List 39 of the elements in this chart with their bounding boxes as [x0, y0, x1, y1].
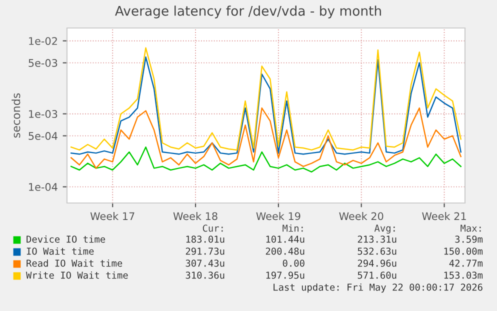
y-axis-title: seconds: [12, 93, 20, 138]
x-tick-label: Week 18: [173, 212, 218, 220]
text: 307.43u: [186, 260, 224, 267]
y-tick-label: 5e-03: [28, 59, 58, 67]
text: 532.63u: [358, 248, 396, 255]
text: 183.01u: [186, 236, 224, 243]
text: 3.59m: [455, 236, 483, 243]
legend-label: Write IO Wait time: [26, 271, 128, 279]
x-tick-label: Week 20: [339, 212, 384, 220]
text: 200.48u: [266, 248, 304, 255]
legend-label: Read IO Wait time: [26, 259, 122, 267]
text: 291.73u: [186, 248, 224, 255]
text: 42.77m: [449, 260, 483, 267]
x-tick-label: Week 21: [422, 212, 466, 220]
text: 150.00m: [444, 248, 483, 255]
legend-label: IO Wait time: [26, 247, 94, 255]
text: Cur:: [202, 224, 223, 232]
text: Min:: [282, 224, 303, 232]
x-tick-label: Week 17: [90, 212, 134, 220]
text: 0.00: [282, 260, 304, 267]
text: 101.44u: [266, 236, 304, 243]
y-tick-label: 1e-02: [29, 37, 57, 45]
text: 153.03m: [444, 272, 483, 279]
y-tick-label: 1e-03: [29, 110, 58, 118]
text: Avg:: [374, 224, 395, 234]
text: 213.31u: [358, 236, 396, 243]
text: 310.36u: [186, 272, 224, 279]
y-tick-label: 5e-04: [28, 132, 58, 140]
legend-label: Device IO time: [26, 235, 106, 243]
line-series: [70, 146, 462, 173]
text: 571.60u: [358, 272, 396, 279]
x-tick-label: Week 19: [256, 212, 300, 220]
text: Last update: Fri May 22 00:00:17 2026: [274, 283, 482, 293]
line-series: [70, 107, 462, 169]
chart-title: Average latency for /dev/vda - by month: [115, 6, 381, 18]
y-tick-label: 1e-04: [29, 183, 58, 191]
text: Max:: [460, 224, 481, 232]
text: 197.95u: [266, 272, 304, 279]
text: 294.96u: [358, 260, 396, 267]
